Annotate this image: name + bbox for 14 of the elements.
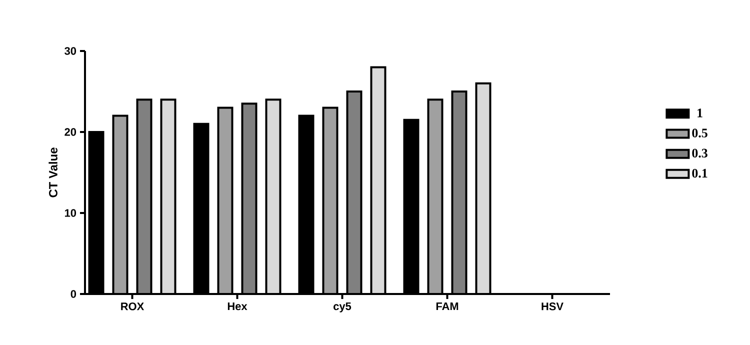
x-tick-label: Hex — [228, 302, 248, 310]
y-tick-label: 30 — [64, 47, 76, 55]
y-tick-label: 20 — [64, 128, 76, 136]
x-tick-label: HSV — [542, 302, 564, 310]
y-axis-title: CT Value — [48, 148, 58, 198]
legend-label: 0.3 — [692, 148, 708, 158]
legend-label: 0.5 — [692, 128, 708, 138]
legend-label: 1 — [698, 108, 702, 118]
y-tick-label: 10 — [64, 209, 76, 217]
legend-label: 0.1 — [692, 168, 708, 178]
x-tick-label: cy5 — [334, 302, 352, 312]
y-tick-label: 0 — [70, 290, 76, 298]
x-tick-label: FAM — [436, 302, 458, 310]
x-tick-label: ROX — [121, 302, 144, 310]
